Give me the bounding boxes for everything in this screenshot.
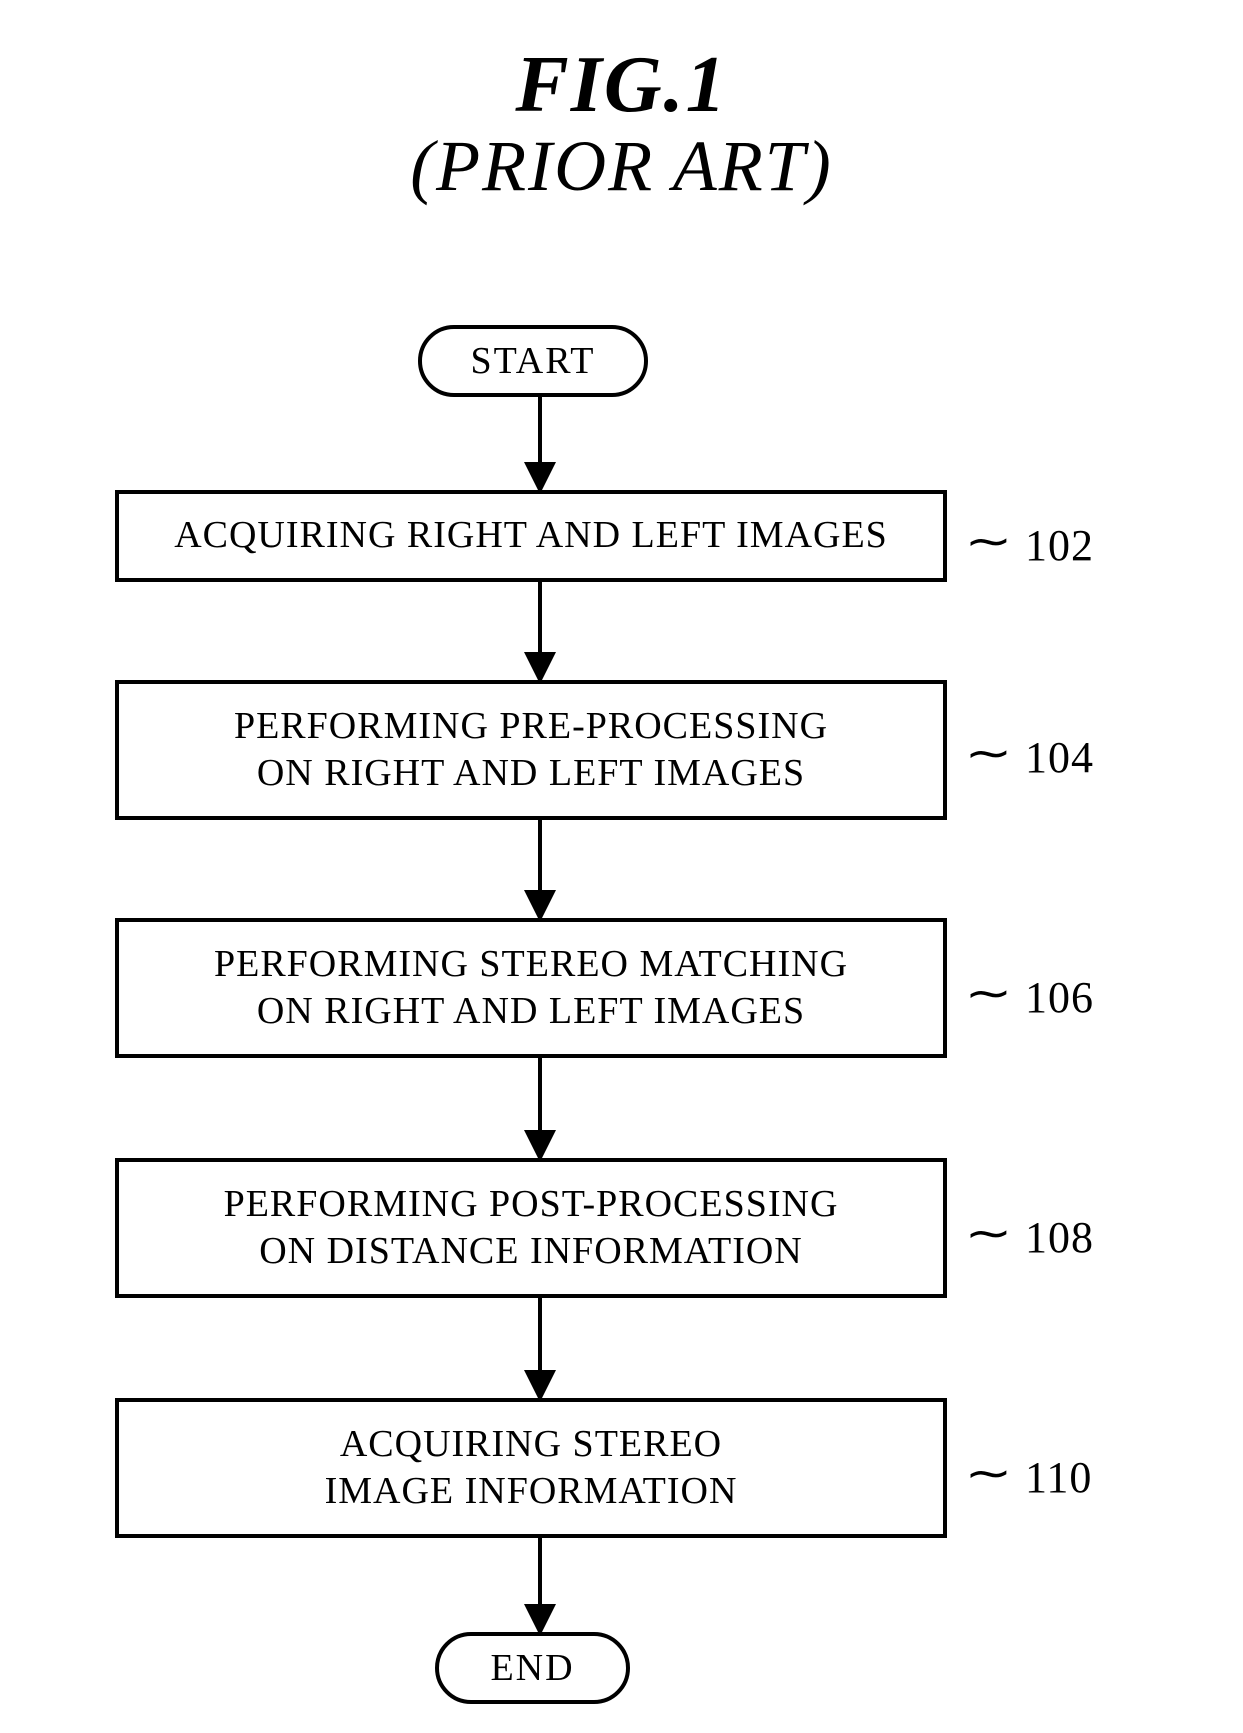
- end-terminator: END: [435, 1632, 630, 1704]
- process-104-label: PERFORMING PRE-PROCESSING ON RIGHT AND L…: [234, 703, 828, 798]
- figure-subtitle: (PRIOR ART): [0, 125, 1243, 208]
- process-110: ACQUIRING STEREO IMAGE INFORMATION: [115, 1398, 947, 1538]
- figure-title-block: FIG.1 (PRIOR ART): [0, 40, 1243, 208]
- ref-tilde-110: ∼: [964, 1448, 1012, 1499]
- ref-102: 102: [1025, 520, 1094, 571]
- process-106: PERFORMING STEREO MATCHING ON RIGHT AND …: [115, 918, 947, 1058]
- end-label: END: [490, 1646, 574, 1690]
- ref-104: 104: [1025, 732, 1094, 783]
- ref-tilde-104: ∼: [964, 728, 1012, 779]
- process-102-label: ACQUIRING RIGHT AND LEFT IMAGES: [174, 512, 888, 560]
- process-104: PERFORMING PRE-PROCESSING ON RIGHT AND L…: [115, 680, 947, 820]
- process-108: PERFORMING POST-PROCESSING ON DISTANCE I…: [115, 1158, 947, 1298]
- process-106-label: PERFORMING STEREO MATCHING ON RIGHT AND …: [214, 941, 848, 1036]
- start-terminator: START: [418, 325, 648, 397]
- figure-page: FIG.1 (PRIOR ART) START ACQUIRING RIGHT …: [0, 0, 1243, 1733]
- ref-tilde-106: ∼: [964, 968, 1012, 1019]
- ref-106: 106: [1025, 972, 1094, 1023]
- start-label: START: [470, 339, 595, 383]
- ref-110: 110: [1025, 1452, 1092, 1503]
- figure-title: FIG.1: [0, 40, 1243, 131]
- ref-tilde-108: ∼: [964, 1208, 1012, 1259]
- process-102: ACQUIRING RIGHT AND LEFT IMAGES: [115, 490, 947, 582]
- ref-108: 108: [1025, 1212, 1094, 1263]
- process-110-label: ACQUIRING STEREO IMAGE INFORMATION: [325, 1421, 738, 1516]
- process-108-label: PERFORMING POST-PROCESSING ON DISTANCE I…: [224, 1181, 839, 1276]
- ref-tilde-102: ∼: [964, 516, 1012, 567]
